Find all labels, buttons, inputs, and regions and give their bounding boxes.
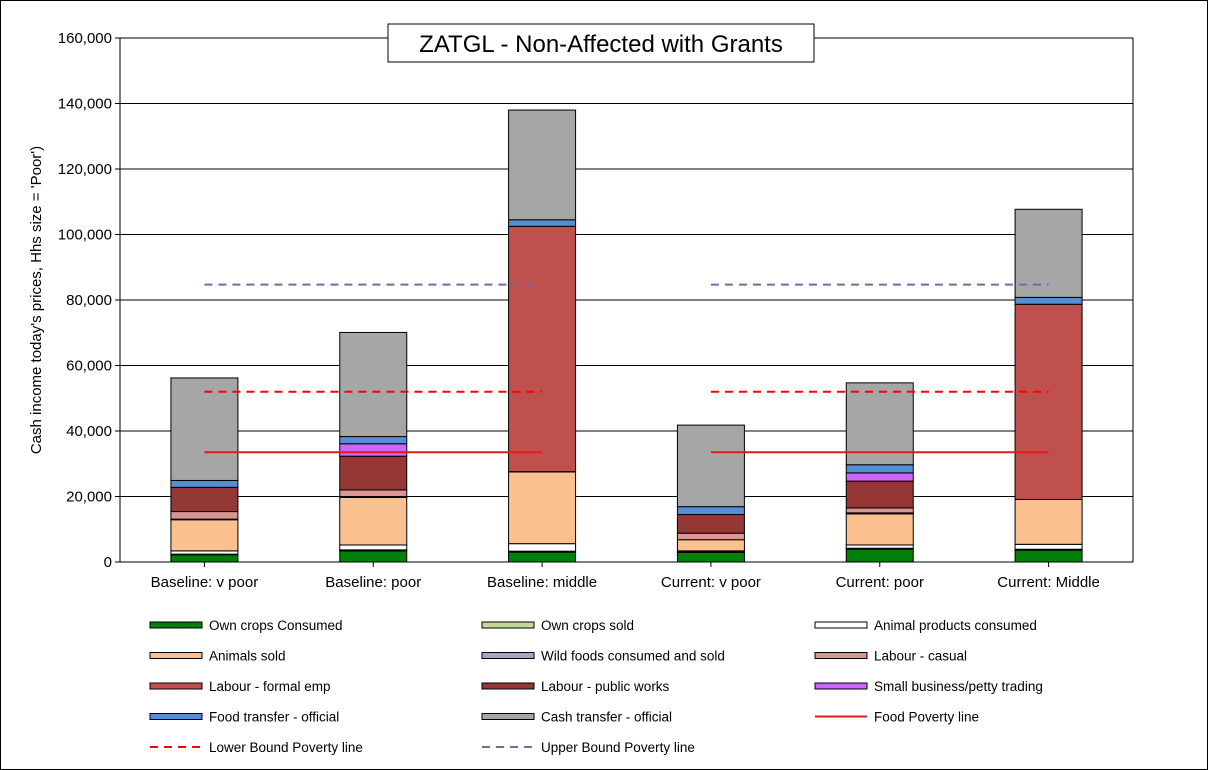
legend-label: Wild foods consumed and sold xyxy=(541,649,725,664)
y-tick-label: 60,000 xyxy=(66,358,112,375)
x-category-label: Baseline: middle xyxy=(487,574,597,591)
y-tick-label: 80,000 xyxy=(66,292,112,309)
bar-segment xyxy=(508,219,577,227)
legend-label: Food Poverty line xyxy=(874,710,979,725)
legend-swatch xyxy=(481,682,535,690)
legend-label: Upper Bound Poverty line xyxy=(541,740,695,755)
bar-segment xyxy=(845,472,914,482)
bar-segment xyxy=(845,507,914,514)
reference-lines xyxy=(204,283,1049,454)
bar-segment xyxy=(676,539,745,552)
bar-segment xyxy=(676,506,745,516)
y-tick-label: 0 xyxy=(104,554,112,571)
legend-label: Animals sold xyxy=(209,649,286,664)
x-axis-categories: Baseline: v poor Baseline: poor Baseline: … xyxy=(151,562,1100,591)
legend-label: Labour - public works xyxy=(541,679,670,694)
bar-segment xyxy=(1014,208,1083,298)
gridlines xyxy=(120,103,1133,497)
bar-segment xyxy=(1014,549,1083,563)
bar-segment xyxy=(1014,303,1083,500)
legend-swatch xyxy=(814,682,868,690)
bar-segment xyxy=(508,109,577,221)
x-category-label: Current: poor xyxy=(836,574,924,591)
legend-swatch xyxy=(814,621,868,629)
legend-label: Food transfer - official xyxy=(209,710,339,725)
legend-label: Own crops sold xyxy=(541,618,634,633)
x-category-label: Baseline: v poor xyxy=(151,574,259,591)
bar-segment xyxy=(339,455,408,491)
bar-segment xyxy=(508,471,577,545)
bar-segment xyxy=(339,443,408,457)
bar-segment xyxy=(676,552,745,563)
bar-segment xyxy=(170,511,239,520)
bar-segment xyxy=(508,543,577,552)
legend-label: Animal products consumed xyxy=(874,618,1037,633)
bar-segment xyxy=(1014,296,1083,305)
bar-segment xyxy=(339,544,408,551)
bar-segment xyxy=(339,550,408,563)
bar-segment xyxy=(845,382,914,466)
bar-segment xyxy=(845,513,914,546)
legend-label: Own crops Consumed xyxy=(209,618,343,633)
legend-label: Labour - casual xyxy=(874,649,967,664)
bar-segment xyxy=(170,554,239,563)
legend-label: Cash transfer - official xyxy=(541,710,672,725)
y-axis-ticks: 0 20,000 40,000 60,000 80,000 100,000 120,000 1… xyxy=(58,30,120,571)
y-tick-label: 120,000 xyxy=(58,161,112,178)
bar-segment xyxy=(339,496,408,546)
bar-segment xyxy=(170,479,239,488)
bar-segment xyxy=(170,519,239,552)
bar-segment xyxy=(845,548,914,563)
bar-segment xyxy=(1014,498,1083,545)
y-tick-label: 100,000 xyxy=(58,227,112,244)
bars xyxy=(170,109,1083,563)
chart-title: ZATGL - Non-Affected with Grants xyxy=(419,31,783,58)
legend-label: Labour - formal emp xyxy=(209,679,331,694)
legend-swatch xyxy=(149,621,203,629)
bar-segment xyxy=(508,551,577,563)
x-category-label: Current: v poor xyxy=(661,574,761,591)
legend-swatch xyxy=(481,621,535,629)
legend-swatch xyxy=(149,713,203,720)
bar-segment xyxy=(676,514,745,534)
y-tick-label: 160,000 xyxy=(58,30,112,47)
y-tick-label: 20,000 xyxy=(66,489,112,506)
chart-title-box xyxy=(387,23,815,63)
legend-swatch xyxy=(481,652,535,659)
legend-swatch xyxy=(481,713,535,720)
legend-swatch xyxy=(149,682,203,690)
bar-segment xyxy=(508,225,577,473)
bar-segment xyxy=(676,532,745,541)
legend-label: Small business/petty trading xyxy=(874,679,1043,694)
x-category-label: Baseline: poor xyxy=(325,574,421,591)
legend-swatch xyxy=(814,652,868,659)
bar-segment xyxy=(339,489,408,498)
y-tick-label: 140,000 xyxy=(58,96,112,113)
y-axis-label: Cash income today's prices, Hhs size = '… xyxy=(28,146,45,454)
bar-segment xyxy=(676,424,745,508)
bar-segment xyxy=(1014,543,1083,550)
y-tick-label: 40,000 xyxy=(66,423,112,440)
x-category-label: Current: Middle xyxy=(997,574,1100,591)
bar-segment xyxy=(170,377,239,481)
legend-swatch xyxy=(149,652,203,659)
bar-segment xyxy=(170,486,239,513)
bar-segment xyxy=(339,436,408,445)
bar-segment xyxy=(845,480,914,509)
bar-segment xyxy=(845,464,914,474)
legend: Own crops Consumed Own crops sold Animal p… xyxy=(149,618,1043,755)
bar-segment xyxy=(339,331,408,438)
legend-label: Lower Bound Poverty line xyxy=(209,740,363,755)
